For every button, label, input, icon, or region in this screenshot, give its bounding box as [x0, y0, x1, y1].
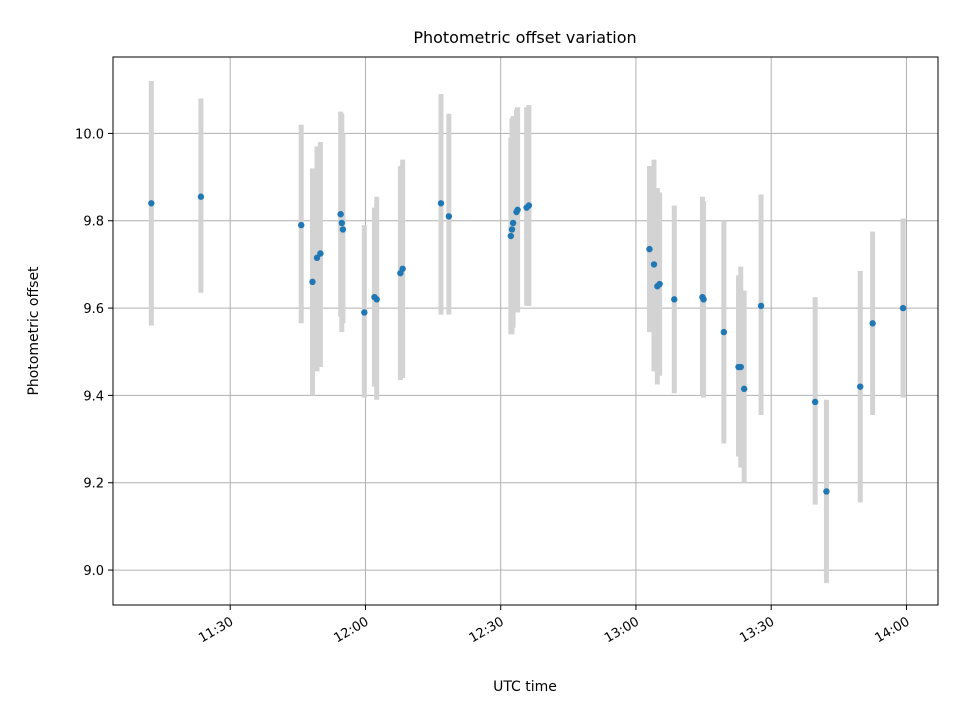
x-tick-label: 12:00	[332, 614, 372, 646]
y-tick-label: 9.4	[83, 389, 104, 404]
data-point	[656, 280, 663, 288]
x-tick-label: 11:30	[196, 614, 236, 646]
data-point	[338, 219, 345, 227]
data-point	[740, 385, 748, 393]
data-point	[373, 296, 380, 303]
data-point	[298, 221, 305, 229]
data-point	[899, 304, 907, 312]
x-tick-label: 12:30	[467, 614, 507, 646]
grid	[113, 57, 938, 605]
y-tick-label: 9.0	[83, 564, 104, 579]
data-point	[700, 296, 707, 303]
x-tick-label: 13:00	[602, 614, 642, 646]
plot-frame	[112, 56, 939, 606]
x-tick-label: 14:00	[872, 614, 912, 646]
data-point	[757, 302, 765, 310]
data-point	[399, 265, 406, 272]
data-points	[148, 193, 907, 495]
data-point	[197, 193, 205, 200]
data-point	[811, 398, 819, 406]
data-point	[857, 383, 864, 390]
x-axis-ticks: 11:30 12:00 12:30 13:00 13:30 14:00	[196, 605, 912, 646]
chart-title: Photometric offset variation	[413, 28, 636, 47]
data-point	[720, 328, 728, 336]
y-tick-label: 9.2	[83, 477, 104, 492]
data-point	[508, 226, 516, 233]
data-point	[309, 278, 316, 286]
error-bars	[148, 81, 906, 584]
x-axis-label: UTC time	[493, 679, 557, 695]
data-point	[646, 245, 653, 253]
data-point	[671, 296, 678, 303]
data-point	[337, 210, 344, 218]
data-point	[514, 206, 521, 214]
data-point	[650, 261, 658, 268]
data-point	[317, 250, 324, 257]
data-point	[437, 200, 445, 207]
data-point	[823, 488, 830, 495]
x-tick-label: 13:30	[737, 614, 777, 646]
data-point	[148, 200, 155, 207]
data-point	[525, 202, 533, 209]
data-point	[507, 232, 515, 240]
y-axis-ticks: 9.0 9.2 9.4 9.6 9.8 10.0	[75, 127, 113, 579]
data-point	[509, 219, 517, 227]
data-point	[445, 213, 453, 220]
y-axis-label: Photometric offset	[26, 266, 42, 396]
y-tick-label: 9.6	[83, 302, 104, 317]
data-point	[313, 254, 321, 262]
data-point	[339, 226, 347, 233]
data-point	[869, 320, 876, 327]
data-point	[737, 363, 744, 371]
y-tick-label: 10.0	[75, 127, 104, 142]
data-point	[361, 309, 368, 316]
y-tick-label: 9.8	[83, 215, 104, 230]
